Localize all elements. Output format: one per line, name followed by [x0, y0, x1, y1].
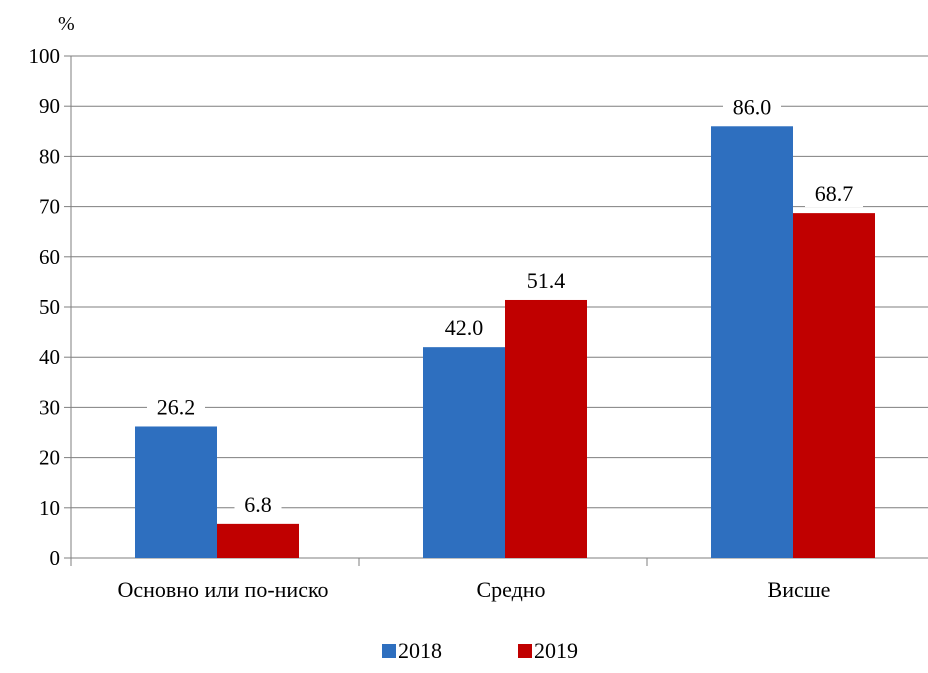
x-category-label: Основно или по-ниско — [117, 577, 328, 602]
legend-swatch-2019 — [518, 644, 532, 658]
y-axis-unit-label: % — [58, 13, 75, 35]
x-category-label: Висше — [768, 577, 831, 602]
y-tick-label: 0 — [50, 546, 61, 570]
y-tick-label: 50 — [39, 295, 60, 319]
y-tick-label: 60 — [39, 245, 60, 269]
legend-label: 2019 — [534, 638, 578, 663]
y-tick-label: 10 — [39, 496, 60, 520]
data-label: 26.2 — [157, 394, 196, 419]
data-label: 42.0 — [445, 315, 484, 340]
legend-swatch-2018 — [382, 644, 396, 658]
y-tick-label: 20 — [39, 446, 60, 470]
x-category-label: Средно — [476, 577, 545, 602]
bar-2018-2 — [711, 126, 793, 558]
y-tick-label: 80 — [39, 144, 60, 168]
bar-2019-0 — [217, 524, 299, 558]
y-tick-label: 90 — [39, 94, 60, 118]
y-tick-label: 70 — [39, 195, 60, 219]
bar-2019-2 — [793, 213, 875, 558]
y-tick-label: 40 — [39, 345, 60, 369]
bar-2019-1 — [505, 300, 587, 558]
bar-2018-0 — [135, 426, 217, 558]
bar-2018-1 — [423, 347, 505, 558]
legend: 2018 2019 — [382, 638, 578, 663]
y-tick-label: 100 — [29, 44, 61, 68]
data-label: 86.0 — [733, 94, 772, 119]
data-label: 51.4 — [527, 268, 566, 293]
y-tick-label: 30 — [39, 395, 60, 419]
legend-label: 2018 — [398, 638, 442, 663]
data-label: 6.8 — [244, 492, 272, 517]
data-label: 68.7 — [815, 181, 854, 206]
